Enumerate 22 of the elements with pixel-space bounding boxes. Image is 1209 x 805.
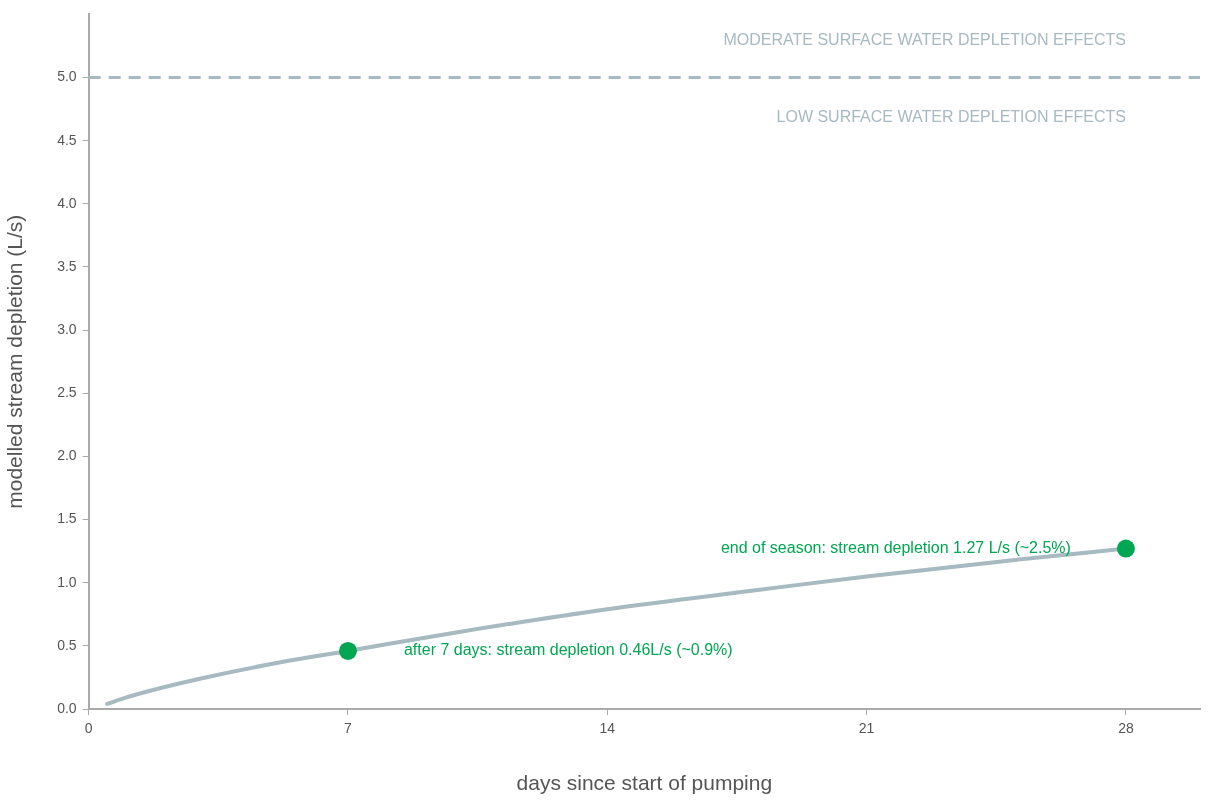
y-tick-label: 1.0	[57, 573, 77, 590]
y-tick-label: 0.5	[57, 636, 77, 653]
x-axis-title: days since start of pumping	[516, 771, 773, 795]
x-tick-label: 14	[599, 720, 616, 737]
x-tick-label: 21	[858, 720, 875, 737]
y-tick-label: 3.0	[57, 320, 77, 337]
y-tick-label: 5.0	[57, 68, 77, 85]
annotation: end of season: stream depletion 1.27 L/s (~2.5%)	[720, 539, 1071, 557]
y-tick-label: 1.5	[57, 510, 77, 527]
annotation: LOW SURFACE WATER DEPLETION EFFECTS	[776, 107, 1126, 125]
x-tick-label: 28	[1118, 720, 1134, 737]
y-tick-label: 4.0	[57, 194, 77, 211]
ref-line-label: MODERATE SURFACE WATER DEPLETION EFFECTS	[723, 30, 1126, 48]
y-tick-label: 4.5	[57, 131, 77, 148]
x-tick-label: 7	[344, 720, 353, 737]
y-tick-label: 3.5	[57, 257, 77, 274]
annotation: after 7 days: stream depletion 0.46L/s (~0.9%)	[403, 641, 733, 659]
x-tick-label: 0	[84, 720, 93, 737]
y-tick-label: 2.0	[57, 447, 77, 464]
y-tick-label: 0.0	[57, 699, 77, 716]
y-tick-label: 2.5	[57, 384, 77, 401]
y-axis-title: modelled stream depletion (L/s)	[3, 214, 27, 509]
